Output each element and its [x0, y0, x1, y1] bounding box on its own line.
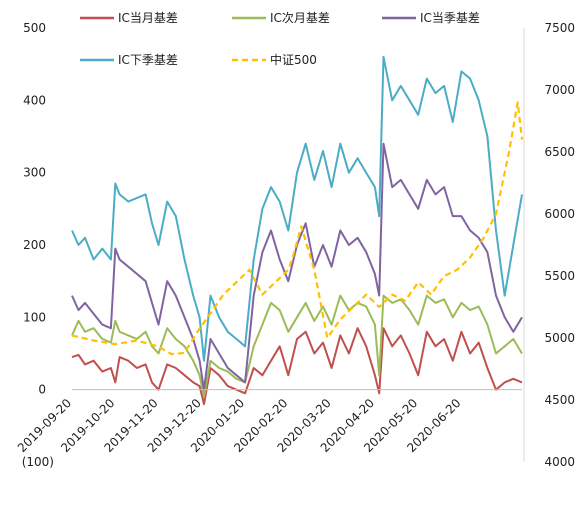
left-axis-tick-label: 400 — [23, 93, 46, 107]
series-line-0 — [71, 327, 523, 406]
right-axis-tick-label: 6500 — [544, 145, 575, 159]
right-axis-tick-label: 6000 — [544, 207, 575, 221]
series-line-3 — [71, 55, 523, 362]
legend-label-4: 中证500 — [270, 52, 317, 67]
legend-label-3: IC下季基差 — [118, 53, 178, 67]
right-axis-tick-label: 4500 — [544, 393, 575, 407]
right-axis-tick-label: 5000 — [544, 331, 575, 345]
left-axis-tick-label: (100) — [22, 455, 54, 469]
right-axis-tick-label: 5500 — [544, 269, 575, 283]
left-axis-tick-label: 300 — [23, 166, 46, 180]
axes: (100) 0 100 200 300 400 500 4000 4500 5000 5500 600… — [15, 21, 575, 469]
right-axis-tick-label: 4000 — [544, 455, 575, 469]
legend: IC当月基差 IC次月基差 IC当季基差 IC下季基差 中证500 — [80, 11, 480, 67]
legend-label-1: IC次月基差 — [270, 11, 330, 25]
series-line-4 — [71, 101, 524, 356]
right-axis-tick-label: 7000 — [544, 83, 575, 97]
left-axis-tick-label: 200 — [23, 238, 46, 252]
legend-label-0: IC当月基差 — [118, 11, 178, 25]
legend-label-2: IC当季基差 — [420, 11, 480, 25]
left-axis-tick-label: 0 — [38, 383, 46, 397]
series-line-1 — [71, 294, 523, 398]
plot-area — [71, 55, 524, 406]
left-axis-tick-label: 100 — [23, 310, 46, 324]
series-line-2 — [71, 142, 523, 391]
right-axis-tick-label: 7500 — [544, 21, 575, 35]
left-axis-tick-label: 500 — [23, 21, 46, 35]
